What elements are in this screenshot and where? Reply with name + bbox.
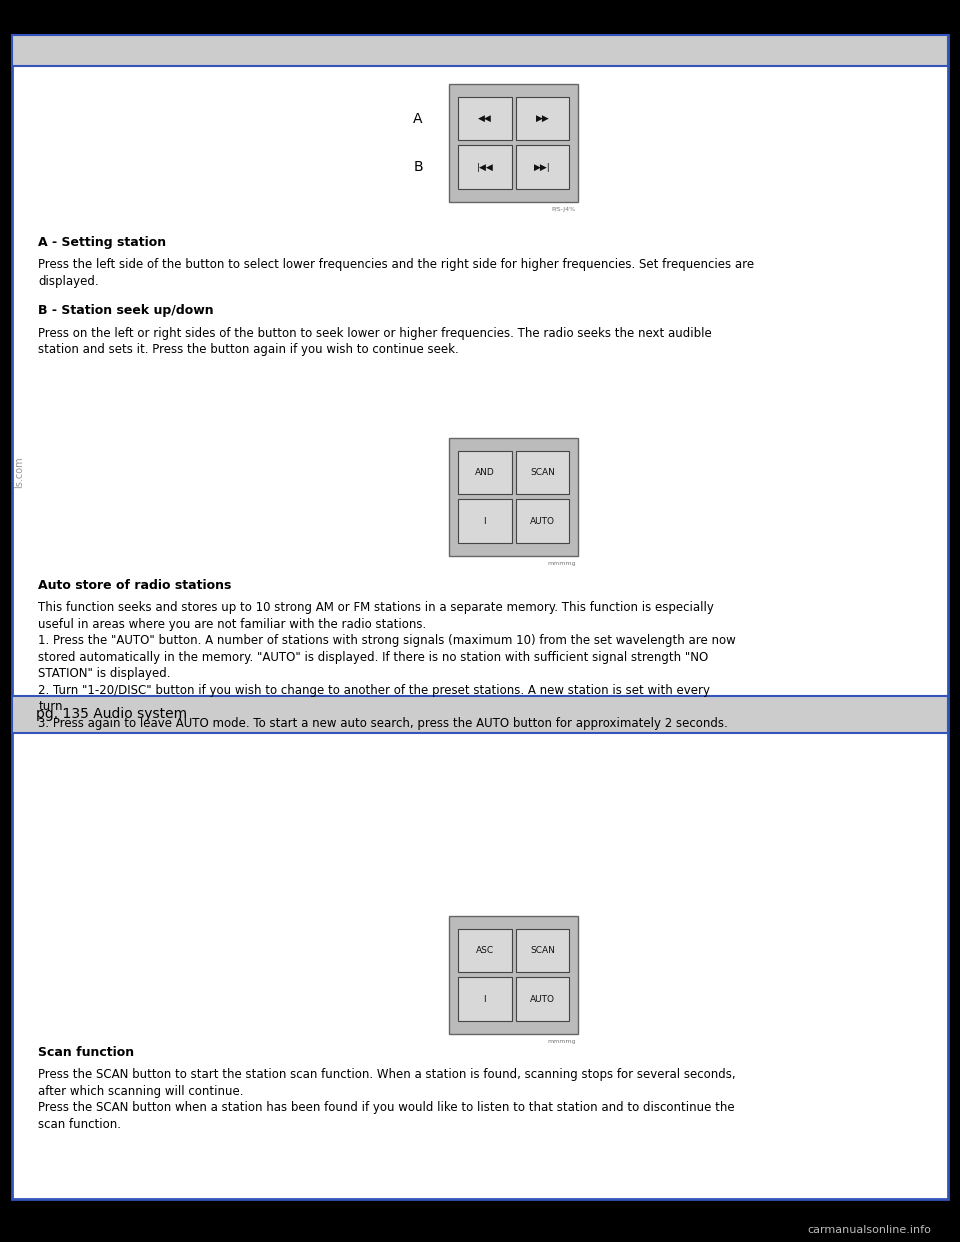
Text: B - Station seek up/down: B - Station seek up/down	[38, 304, 214, 317]
Text: Scan function: Scan function	[38, 1046, 134, 1058]
Bar	[458, 97, 512, 140]
Text: A: A	[414, 112, 422, 125]
Text: carmanualsonline.info: carmanualsonline.info	[807, 1225, 931, 1235]
Bar	[12, 696, 948, 733]
Text: ▶▶|: ▶▶|	[534, 163, 551, 171]
Bar	[516, 451, 569, 494]
Bar	[516, 499, 569, 543]
Text: |◀◀: |◀◀	[476, 163, 493, 171]
Text: A - Setting station: A - Setting station	[38, 236, 166, 248]
Text: SCAN: SCAN	[530, 946, 555, 955]
Text: AUTO: AUTO	[530, 995, 555, 1004]
Bar	[458, 145, 512, 189]
Text: SCAN: SCAN	[530, 468, 555, 477]
Bar	[458, 451, 512, 494]
Text: ▶▶: ▶▶	[536, 114, 549, 123]
Bar	[516, 97, 569, 140]
Bar	[458, 499, 512, 543]
Text: ◀◀: ◀◀	[478, 114, 492, 123]
Bar	[516, 929, 569, 972]
Text: This function seeks and stores up to 10 strong AM or FM stations in a separate m: This function seeks and stores up to 10 …	[38, 601, 736, 729]
Text: I: I	[484, 517, 486, 525]
Text: mmmmg: mmmmg	[547, 1038, 575, 1045]
Bar	[516, 977, 569, 1021]
Text: P/S-J4%: P/S-J4%	[551, 206, 575, 212]
Bar	[516, 145, 569, 189]
Bar	[12, 35, 948, 66]
Text: Press on the left or right sides of the button to seek lower or higher frequenci: Press on the left or right sides of the …	[38, 327, 712, 356]
Text: B: B	[413, 160, 423, 174]
Text: Press the SCAN button to start the station scan function. When a station is foun: Press the SCAN button to start the stati…	[38, 1068, 736, 1130]
Text: ASC: ASC	[476, 946, 493, 955]
Bar	[449, 917, 578, 1033]
Text: pg. 135 Audio system: pg. 135 Audio system	[36, 707, 186, 722]
Bar	[449, 437, 578, 556]
Bar	[449, 84, 578, 202]
Text: AND: AND	[475, 468, 494, 477]
Bar	[458, 929, 512, 972]
Text: ls.com: ls.com	[14, 456, 24, 488]
Text: mmmmg: mmmmg	[547, 561, 575, 566]
Text: Auto store of radio stations: Auto store of radio stations	[38, 579, 231, 591]
Text: Press the left side of the button to select lower frequencies and the right side: Press the left side of the button to sel…	[38, 258, 755, 288]
Text: AUTO: AUTO	[530, 517, 555, 525]
Text: I: I	[484, 995, 486, 1004]
Bar	[458, 977, 512, 1021]
